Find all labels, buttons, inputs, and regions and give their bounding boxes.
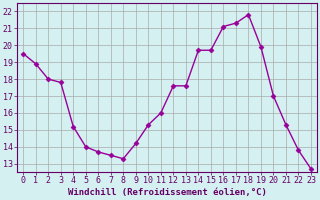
X-axis label: Windchill (Refroidissement éolien,°C): Windchill (Refroidissement éolien,°C) <box>68 188 267 197</box>
